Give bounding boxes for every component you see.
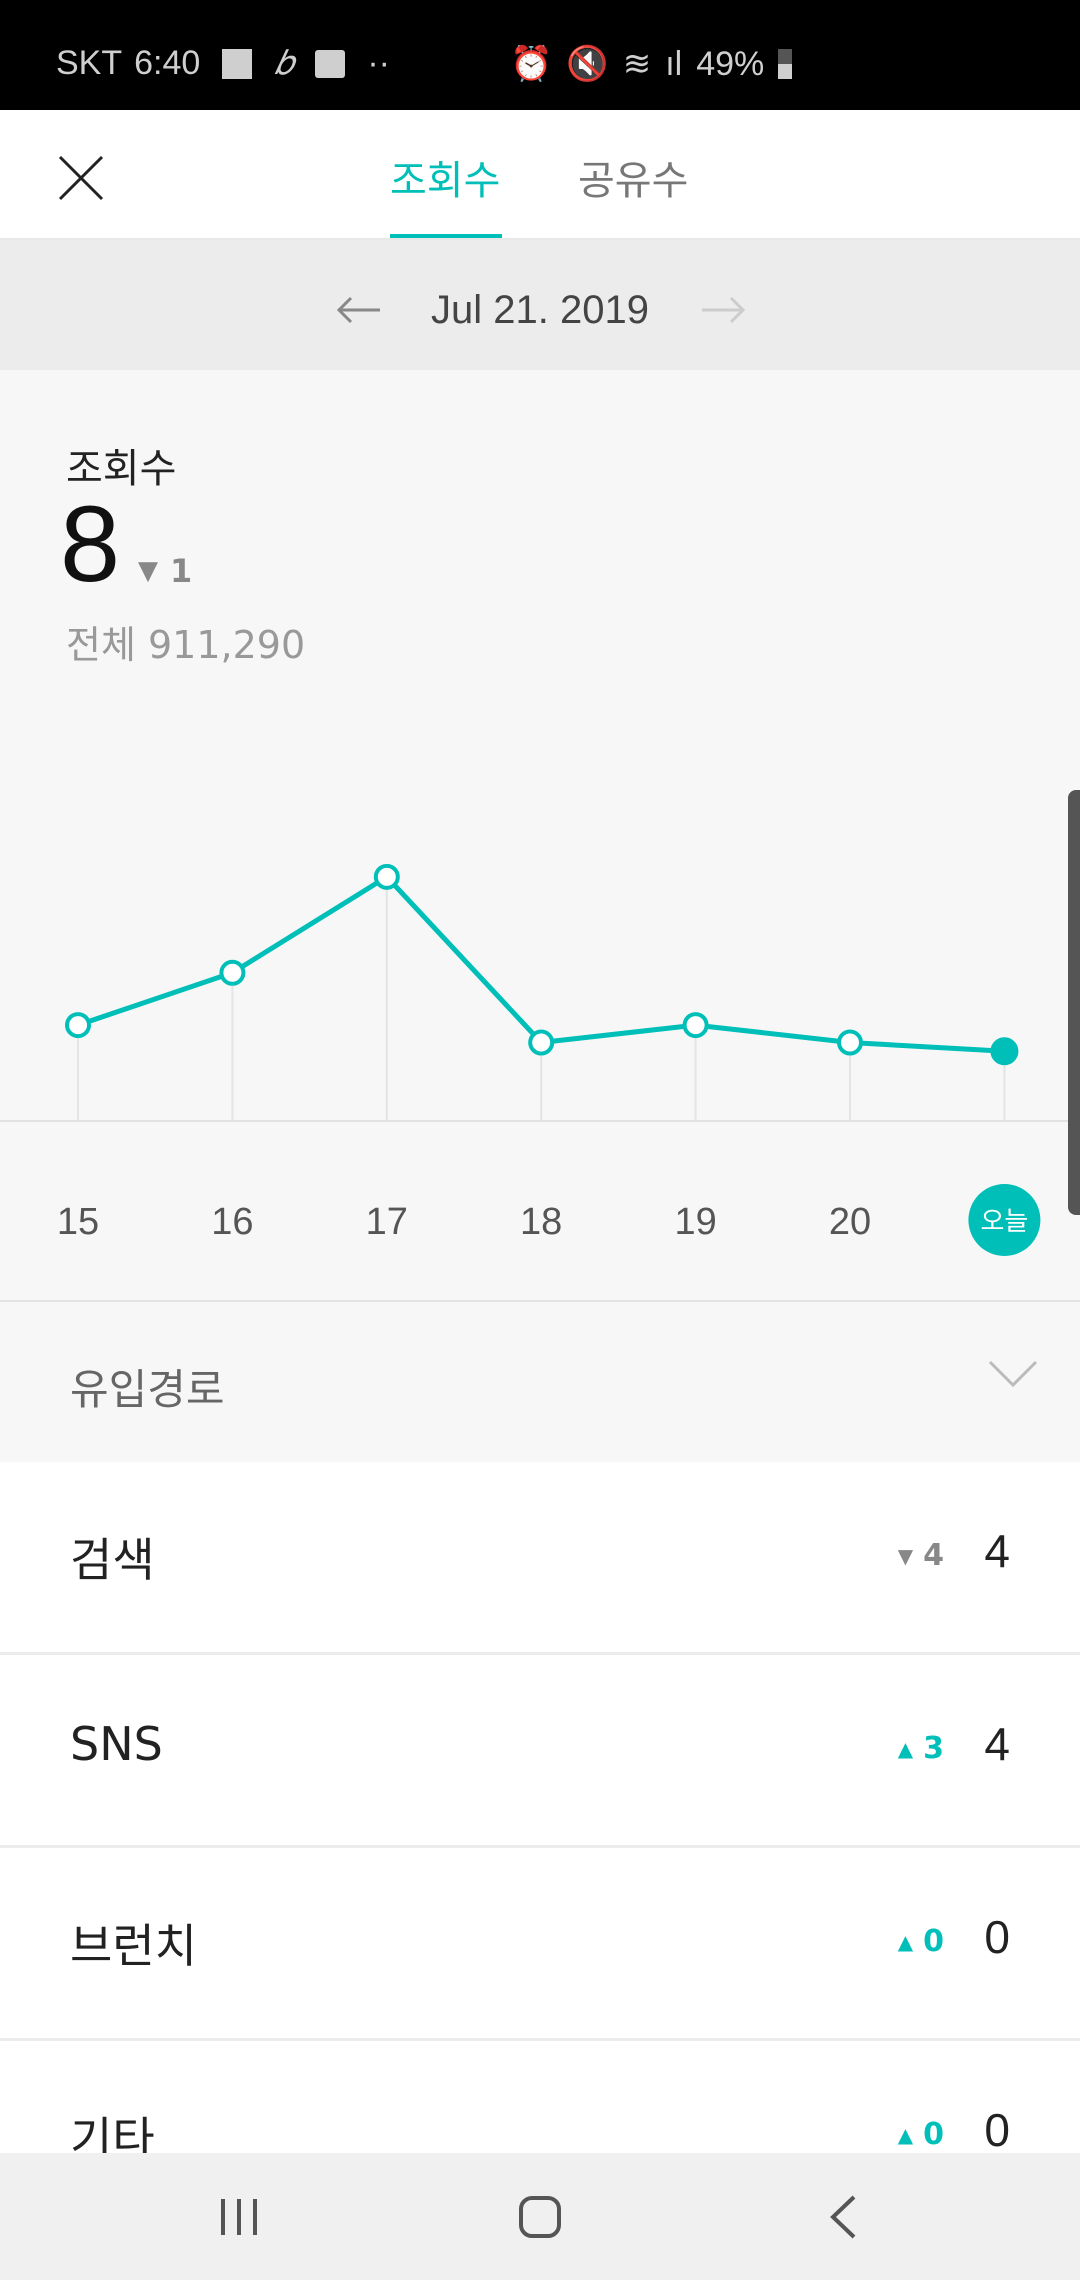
tab-indicator (390, 234, 502, 238)
traffic-source-row[interactable]: 브런치 ▲ 0 0 (0, 1848, 1080, 2041)
source-change: 0 (923, 2117, 944, 2152)
header: 조회수 공유수 (0, 110, 1080, 240)
home-icon[interactable] (518, 2195, 562, 2239)
pen-icon: 𝑏 (274, 44, 294, 82)
up-triangle-icon: ▲ (897, 2122, 914, 2147)
source-label: SNS (70, 1717, 163, 1771)
chart-point[interactable] (682, 1012, 709, 1039)
x-tick-label: 15 (57, 1201, 99, 1243)
mute-icon: 🔇 (566, 45, 609, 83)
x-tick-label: 18 (520, 1201, 562, 1243)
traffic-source-row[interactable]: 검색 ▼ 4 4 (0, 1462, 1080, 1655)
battery-text: 49% (696, 44, 765, 83)
summary-total: 전체 911,290 (66, 623, 306, 667)
close-icon[interactable] (58, 155, 104, 201)
chart-point[interactable] (65, 1012, 91, 1039)
x-tick-label: 16 (211, 1201, 253, 1243)
chart-series-line (77, 873, 1005, 1054)
summary-change: 1 (170, 552, 193, 590)
carrier: SKT (56, 44, 123, 82)
time: 6:40 (134, 44, 201, 82)
wifi-icon: ≋ (622, 45, 652, 83)
chart-point[interactable] (990, 1037, 1019, 1066)
summary-title: 조회수 (66, 446, 177, 492)
source-value: 0 (984, 2104, 1010, 2156)
source-label: 검색 (70, 1533, 155, 1587)
arrow-left-icon[interactable] (336, 296, 382, 324)
source-change: 4 (923, 1538, 944, 1573)
current-date: Jul 21. 2019 (431, 288, 649, 332)
arrow-right-icon[interactable] (700, 296, 746, 324)
status-bar: SKT 6:40 𝑏 ·· ⏰ 🔇 ≋ ıl 49% (0, 0, 1080, 110)
traffic-source-header[interactable]: 유입경로 (0, 1302, 1080, 1462)
line-chart: 15 16 17 18 19 20 오늘 (0, 863, 1080, 1256)
x-tick-label: 20 (829, 1201, 871, 1243)
date-navigator: Jul 21. 2019 (0, 240, 1080, 370)
source-label: 브런치 (70, 1919, 197, 1973)
x-tick-label: 오늘 (980, 1207, 1028, 1237)
source-change: 3 (923, 1731, 944, 1766)
recents-icon[interactable] (218, 2197, 260, 2237)
alarm-icon: ⏰ (510, 45, 553, 83)
x-tick-label: 17 (366, 1201, 408, 1243)
battery-icon (778, 49, 793, 79)
x-tick-label: 19 (674, 1201, 716, 1243)
views-chart-section: 조회수 8 ▼ 1 전체 911,290 15 16 17 18 19 20 오늘 (0, 370, 1080, 1302)
source-value: 4 (984, 1718, 1010, 1770)
down-triangle-icon: ▼ (138, 556, 158, 586)
back-icon[interactable] (828, 2195, 858, 2239)
up-triangle-icon: ▲ (897, 1736, 914, 1761)
chart-point[interactable] (373, 863, 400, 890)
scrollbar[interactable] (1068, 790, 1080, 1215)
source-change: 0 (923, 1924, 944, 1959)
chevron-down-icon[interactable] (988, 1360, 1038, 1388)
chart-point[interactable] (219, 959, 246, 986)
system-nav-bar (0, 2153, 1080, 2280)
today-badge[interactable] (968, 1184, 1041, 1256)
more-dots-icon: ·· (367, 44, 390, 82)
down-triangle-icon: ▼ (897, 1543, 914, 1568)
traffic-source-title: 유입경로 (70, 1365, 225, 1414)
image-icon (222, 48, 253, 79)
source-value: 4 (984, 1525, 1010, 1577)
summary-value: 8 (60, 483, 121, 604)
up-triangle-icon: ▲ (897, 1929, 914, 1954)
source-value: 0 (984, 1911, 1010, 1963)
message-icon (315, 49, 346, 78)
signal-icon: ıl (665, 44, 683, 83)
tab-views[interactable]: 조회수 (390, 158, 501, 204)
tab-shares[interactable]: 공유수 (578, 158, 689, 204)
chart-point[interactable] (528, 1029, 555, 1056)
traffic-source-row[interactable]: SNS ▲ 3 4 (0, 1655, 1080, 1848)
chart-point[interactable] (837, 1029, 863, 1056)
